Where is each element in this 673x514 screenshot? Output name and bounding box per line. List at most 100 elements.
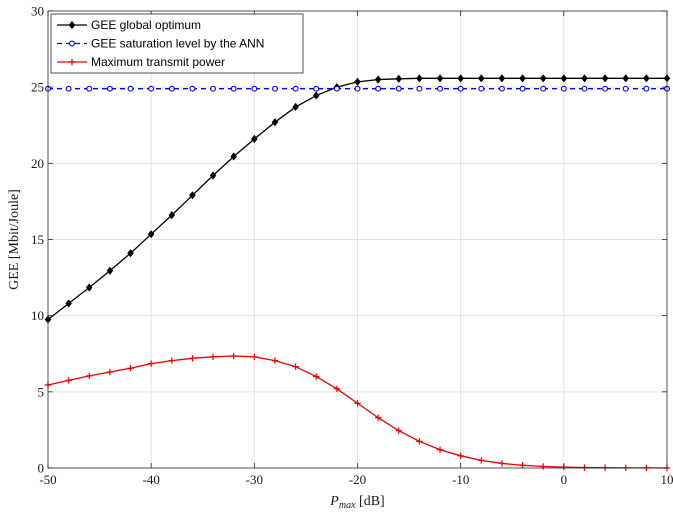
legend-label: GEE saturation level by the ANN <box>91 37 264 51</box>
data-point <box>643 85 650 92</box>
data-point <box>519 74 526 83</box>
data-point <box>65 85 72 92</box>
data-point <box>209 171 217 180</box>
data-point <box>189 191 196 200</box>
data-point <box>374 75 382 84</box>
data-point <box>271 118 279 127</box>
data-point <box>354 85 361 92</box>
data-point <box>457 74 464 83</box>
data-point <box>312 91 320 100</box>
data-point <box>375 85 382 92</box>
y-tick-label: 10 <box>31 308 44 323</box>
data-point <box>436 74 444 83</box>
legend-box <box>50 13 304 74</box>
data-point <box>498 85 505 92</box>
data-point <box>354 77 361 86</box>
series-1 <box>45 85 670 92</box>
data-point <box>210 85 217 92</box>
data-point <box>416 85 423 92</box>
data-point <box>395 85 402 92</box>
data-point <box>292 85 299 92</box>
y-axis-label: GEE [Mbit/Joule] <box>7 189 22 290</box>
data-point <box>457 85 464 92</box>
x-tick-label: -20 <box>349 472 366 487</box>
data-point <box>478 74 485 83</box>
data-point <box>498 74 506 83</box>
data-point <box>540 463 547 470</box>
data-point <box>519 462 526 469</box>
data-point <box>313 85 320 92</box>
data-point <box>271 357 279 364</box>
data-point <box>168 211 176 220</box>
data-point <box>106 368 114 376</box>
data-point <box>168 357 175 364</box>
data-point <box>127 85 134 92</box>
data-point <box>457 452 464 460</box>
data-point <box>478 457 485 464</box>
data-point <box>65 377 72 384</box>
data-point <box>106 266 114 275</box>
data-point <box>622 85 629 92</box>
data-point <box>209 353 217 360</box>
data-point <box>148 85 155 92</box>
legend-marker <box>69 40 75 47</box>
x-tick-label: -30 <box>246 472 263 487</box>
data-point <box>86 372 93 380</box>
data-point <box>478 85 485 92</box>
data-point <box>560 74 568 83</box>
data-point <box>251 353 258 360</box>
x-axis-label-subscript: max <box>339 500 356 511</box>
data-point <box>168 85 175 92</box>
data-point <box>313 373 320 380</box>
data-point <box>106 85 113 92</box>
data-point <box>354 400 361 407</box>
data-point <box>230 152 237 161</box>
data-point <box>540 85 547 92</box>
x-tick-label: 10 <box>661 472 673 487</box>
legend-label: GEE global optimum <box>91 18 201 32</box>
data-point <box>189 85 196 92</box>
data-point <box>581 464 588 471</box>
x-axis-label-main: P <box>329 494 339 509</box>
y-tick-label: 0 <box>38 461 45 476</box>
data-point <box>602 85 609 92</box>
data-point <box>437 85 443 92</box>
data-point <box>147 230 155 239</box>
data-point <box>601 74 609 83</box>
y-tick-label: 5 <box>38 384 45 399</box>
x-tick-label: 0 <box>561 472 568 487</box>
y-tick-label: 15 <box>31 232 44 247</box>
x-axis-label: Pmax [dB] <box>329 494 384 511</box>
data-point <box>189 355 196 362</box>
data-point <box>230 352 237 360</box>
data-point <box>374 414 382 421</box>
data-point <box>65 299 72 308</box>
x-axis-label-unit: [dB] <box>356 494 385 509</box>
data-point <box>251 134 258 144</box>
data-point <box>436 446 444 453</box>
legend-marker <box>68 20 76 30</box>
data-point <box>230 85 237 92</box>
legend-label: Maximum transmit power <box>91 55 225 69</box>
data-point <box>581 85 588 92</box>
data-point <box>86 283 93 292</box>
data-point <box>127 365 134 372</box>
data-point <box>127 249 134 258</box>
legend-marker <box>68 58 76 66</box>
data-point <box>86 85 93 92</box>
data-point <box>416 438 423 445</box>
data-point <box>539 74 547 83</box>
x-tick-label: -40 <box>142 472 159 487</box>
data-point <box>333 385 341 392</box>
data-point <box>292 363 299 370</box>
data-point <box>519 85 526 92</box>
data-point <box>272 85 278 92</box>
data-point <box>560 85 567 92</box>
y-tick-label: 25 <box>31 80 44 95</box>
data-point <box>416 74 423 83</box>
data-point <box>147 360 155 367</box>
data-point <box>333 85 340 92</box>
data-point <box>395 74 403 83</box>
data-point <box>622 74 629 83</box>
